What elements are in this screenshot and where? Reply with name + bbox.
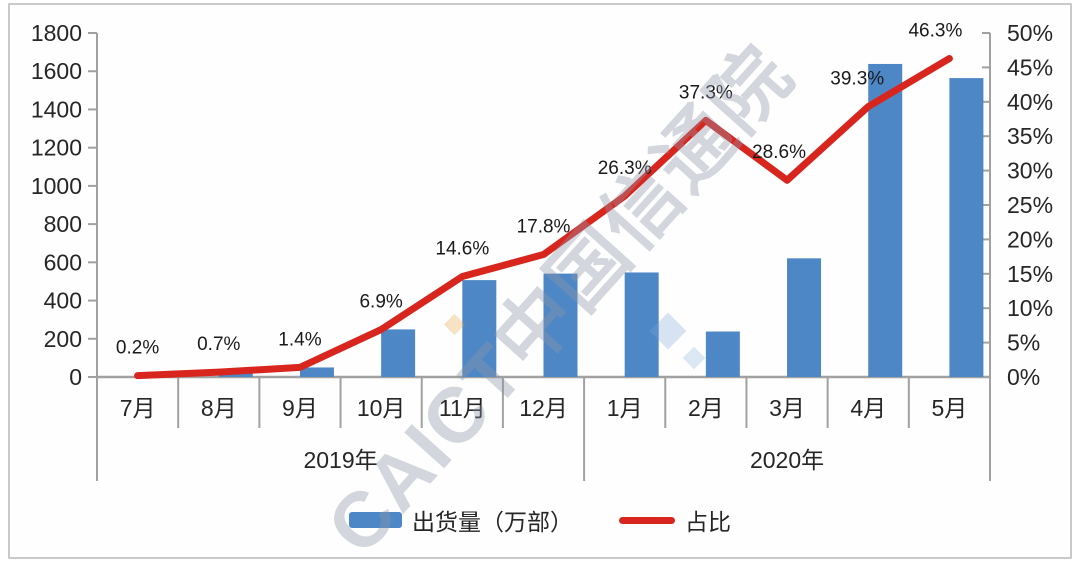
point-label: 26.3%: [598, 158, 652, 179]
left-axis-tick-label: 1400: [31, 96, 82, 122]
right-axis-tick-label: 30%: [1007, 158, 1053, 184]
left-axis-tick-label: 1000: [31, 173, 82, 199]
right-axis-tick-label: 45%: [1007, 54, 1053, 80]
point-label: 28.6%: [752, 142, 806, 163]
right-axis-tick-label: 25%: [1007, 192, 1053, 218]
legend-bar-swatch: [349, 512, 402, 528]
point-label: 0.7%: [197, 334, 240, 355]
legend-shipments-label: 出货量（万部）: [412, 509, 573, 535]
legend-share-label: 占比: [685, 509, 731, 535]
month-label: 8月: [201, 395, 237, 421]
point-label: 39.3%: [830, 69, 884, 90]
right-axis-tick-label: 15%: [1007, 261, 1053, 287]
left-axis-tick-label: 1600: [31, 58, 82, 84]
right-axis-tick-label: 5%: [1007, 330, 1040, 356]
bar: [218, 372, 253, 377]
bar: [705, 331, 740, 377]
legend-item-shipments: 出货量（万部）: [349, 503, 573, 537]
legend-item-share: 占比: [619, 503, 731, 537]
share-line: [134, 54, 953, 380]
left-axis-tick-label: 800: [44, 211, 82, 237]
point-label: 46.3%: [908, 20, 962, 41]
point-label: 0.2%: [116, 338, 159, 359]
left-axis-tick-label: 1800: [31, 20, 82, 46]
month-label: 12月: [519, 395, 568, 421]
month-label: 1月: [607, 395, 643, 421]
point-label: 1.4%: [278, 329, 321, 350]
right-axis-tick-label: 40%: [1007, 89, 1053, 115]
year-label: 2019年: [303, 447, 377, 473]
right-axis-tick-label: 10%: [1007, 295, 1053, 321]
month-label: 10月: [357, 395, 406, 421]
month-label: 3月: [769, 395, 805, 421]
right-axis-tick-label: 20%: [1007, 226, 1053, 252]
month-label: 5月: [932, 395, 968, 421]
year-label: 2020年: [750, 447, 824, 473]
bar: [543, 273, 578, 377]
right-axis-tick-label: 0%: [1007, 364, 1040, 390]
bar: [868, 63, 903, 378]
bar: [949, 78, 984, 377]
right-axis-tick-label: 35%: [1007, 123, 1053, 149]
bar: [462, 280, 497, 377]
month-label: 2月: [688, 395, 724, 421]
left-axis-tick-label: 600: [44, 249, 82, 275]
left-axis-tick-label: 0: [69, 364, 82, 390]
left-axis-tick-label: 200: [44, 326, 82, 352]
point-label: 37.3%: [679, 82, 733, 103]
legend-line-swatch: [619, 516, 675, 524]
month-label: 7月: [120, 395, 156, 421]
point-label: 6.9%: [359, 292, 402, 313]
month-label: 4月: [850, 395, 886, 421]
legend: 出货量（万部） 占比: [0, 503, 1080, 537]
point-label: 17.8%: [517, 217, 571, 238]
bar: [381, 329, 416, 377]
bar: [299, 367, 334, 377]
left-axis-tick-label: 400: [44, 288, 82, 314]
left-axis-tick-label: 1200: [31, 135, 82, 161]
right-axis-tick-label: 50%: [1007, 20, 1053, 46]
bar: [787, 258, 822, 377]
month-label: 11月: [439, 395, 486, 421]
bar: [624, 272, 659, 377]
month-label: 9月: [282, 395, 318, 421]
point-label: 14.6%: [435, 239, 489, 260]
